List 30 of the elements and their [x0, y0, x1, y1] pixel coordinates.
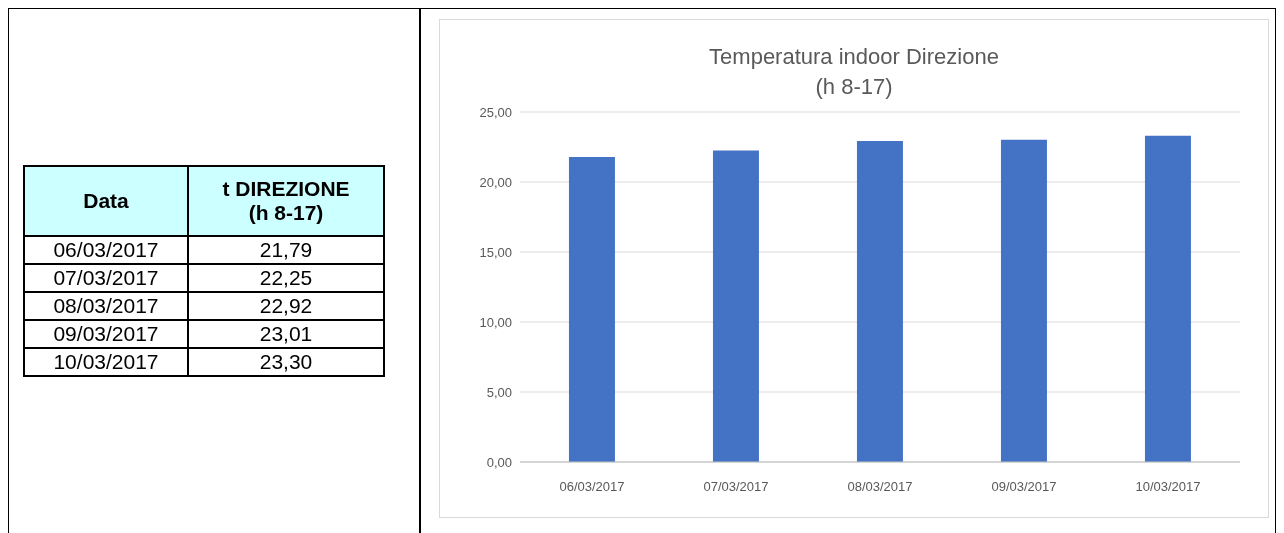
text: 08/03/2017 — [24, 292, 188, 320]
bar — [856, 141, 903, 462]
text: 23,01 — [188, 320, 384, 348]
x-tick-label: 10/03/2017 — [1135, 479, 1201, 495]
y-tick-label: 0,00 — [486, 454, 512, 470]
x-tick-label: 08/03/2017 — [847, 479, 913, 495]
y-tick-label: 10,00 — [479, 314, 512, 330]
x-tick-label: 06/03/2017 — [559, 479, 625, 495]
text: 09/03/2017 — [24, 320, 188, 348]
text: 06/03/2017 — [24, 236, 188, 264]
text: 23,30 — [188, 348, 384, 376]
chart-subtitle: (h 8-17) — [814, 73, 894, 101]
bar — [1144, 135, 1191, 462]
text: t DIREZIONE (h 8-17) — [188, 166, 384, 236]
text: 10/03/2017 — [24, 348, 188, 376]
text: 22,25 — [188, 264, 384, 292]
y-tick-label: 20,00 — [479, 174, 512, 190]
bar — [1000, 139, 1047, 462]
y-tick-label: 5,00 — [486, 384, 512, 400]
bar — [568, 156, 615, 462]
text: Data — [24, 166, 188, 236]
chart-title: Temperatura indoor Direzione — [708, 43, 1000, 71]
y-tick-label: 15,00 — [479, 244, 512, 260]
bar — [712, 150, 759, 462]
x-tick-label: 09/03/2017 — [991, 479, 1057, 495]
text: 07/03/2017 — [24, 264, 188, 292]
x-tick-label: 07/03/2017 — [703, 479, 769, 495]
text: 21,79 — [188, 236, 384, 264]
y-tick-label: 25,00 — [479, 104, 512, 120]
text: 22,92 — [188, 292, 384, 320]
